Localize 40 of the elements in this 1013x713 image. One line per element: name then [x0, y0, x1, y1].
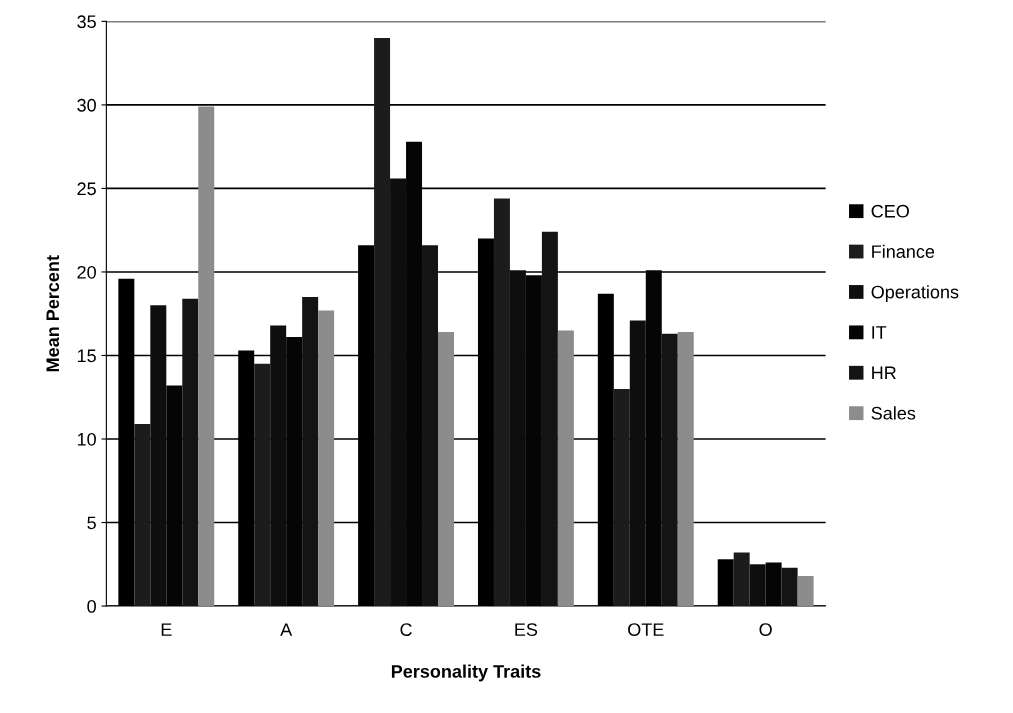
x-tick-label: A	[280, 623, 293, 636]
y-axis-title: Mean Percent	[46, 255, 60, 372]
y-tick-label: 30	[77, 98, 96, 112]
legend-label: Finance	[872, 244, 935, 259]
x-tick-label: E	[161, 623, 172, 636]
y-tick-label: 0	[87, 599, 96, 613]
bar	[318, 310, 335, 607]
x-axis-title: Personality Traits	[391, 664, 541, 682]
x-tick-label: O	[759, 623, 772, 636]
y-tick-label: 35	[77, 15, 96, 29]
legend-label: Operations	[871, 285, 959, 302]
bar	[541, 231, 558, 607]
bar	[182, 298, 199, 607]
bar	[733, 552, 750, 607]
y-tick-label: 10	[77, 432, 96, 446]
bar	[374, 38, 391, 607]
bar	[438, 332, 454, 607]
bar	[254, 363, 271, 607]
x-tick-label: ES	[515, 623, 538, 636]
x-tick-label: OTE	[628, 623, 664, 636]
legend-label: IT	[872, 326, 887, 339]
y-tick-label: 25	[77, 182, 96, 196]
bar	[661, 333, 678, 607]
bar	[677, 332, 694, 607]
bar	[557, 330, 574, 607]
legend-label: Sales	[871, 406, 916, 420]
bar	[134, 423, 151, 607]
bar	[198, 106, 215, 607]
legend-label: CEO	[871, 204, 909, 218]
bar	[422, 245, 439, 607]
bar	[781, 567, 798, 607]
bar	[797, 575, 814, 607]
legend-label: HR	[872, 366, 896, 380]
y-tick-label: 5	[87, 516, 96, 530]
y-tick-label: 15	[77, 349, 96, 363]
y-tick-label: 20	[77, 265, 96, 279]
bar	[302, 297, 319, 607]
x-tick-label: C	[400, 623, 412, 636]
bar	[493, 198, 510, 607]
bar	[613, 388, 630, 607]
